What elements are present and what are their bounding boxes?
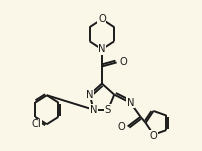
Text: O: O: [98, 14, 106, 24]
Text: Cl: Cl: [32, 119, 41, 129]
Text: N: N: [127, 98, 134, 108]
Text: O: O: [150, 131, 157, 141]
Text: N: N: [86, 90, 93, 100]
Text: N: N: [90, 105, 97, 115]
Text: N: N: [98, 44, 106, 54]
Text: O: O: [119, 57, 127, 67]
Text: S: S: [105, 105, 111, 115]
Text: O: O: [117, 122, 125, 132]
